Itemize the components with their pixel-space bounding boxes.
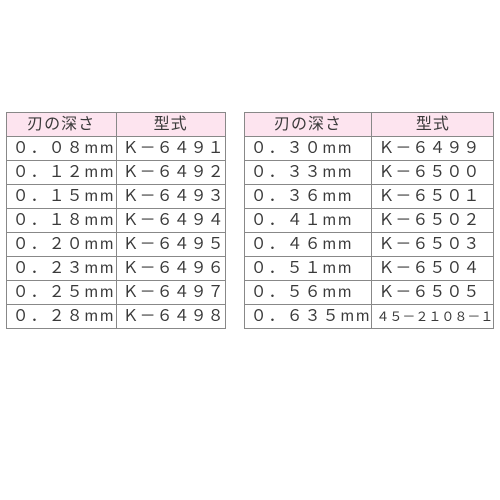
table-row: ０．１５mmＫ－６４９３: [6, 185, 225, 209]
cell-depth: ０．２３mm: [6, 257, 116, 281]
right-table: 刃の深さ 型式 ０．３０mmＫ－６４９９ ０．３３mmＫ－６５００ ０．３６mm…: [244, 112, 495, 329]
table-header-row: 刃の深さ 型式: [6, 113, 225, 137]
cell-model: Ｋ－６５０４: [372, 257, 494, 281]
table-row: ０．２８mmＫ－６４９８: [6, 305, 225, 329]
cell-model: Ｋ－６４９４: [116, 209, 225, 233]
cell-model: Ｋ－６５００: [372, 161, 494, 185]
table-row: ０．１８mmＫ－６４９４: [6, 209, 225, 233]
cell-model: Ｋ－６４９９: [372, 137, 494, 161]
cell-depth: ０．３６mm: [244, 185, 372, 209]
cell-depth: ０．３０mm: [244, 137, 372, 161]
cell-depth: ０．２５mm: [6, 281, 116, 305]
table-row: ０．５６mmＫ－６５０５: [244, 281, 494, 305]
table-row: ０．２３mmＫ－６４９６: [6, 257, 225, 281]
table-row: ０．０８mmＫ－６４９１: [6, 137, 225, 161]
cell-model: Ｋ－６４９５: [116, 233, 225, 257]
cell-depth: ０．６３５mm: [244, 305, 372, 329]
cell-depth: ０．５１mm: [244, 257, 372, 281]
table-row: ０．３３mmＫ－６５００: [244, 161, 494, 185]
header-model: 型式: [372, 113, 494, 137]
header-model: 型式: [116, 113, 225, 137]
cell-depth: ０．２８mm: [6, 305, 116, 329]
cell-model: Ｋ－６４９２: [116, 161, 225, 185]
cell-model: Ｋ－６５０５: [372, 281, 494, 305]
cell-model: Ｋ－６４９３: [116, 185, 225, 209]
cell-model: ４５－２１０８－１: [372, 305, 494, 329]
table-row: ０．５１mmＫ－６５０４: [244, 257, 494, 281]
table-row: ０．６３５mm４５－２１０８－１: [244, 305, 494, 329]
cell-depth: ０．２０mm: [6, 233, 116, 257]
cell-model: Ｋ－６４９１: [116, 137, 225, 161]
cell-depth: ０．４６mm: [244, 233, 372, 257]
cell-depth: ０．０８mm: [6, 137, 116, 161]
header-depth: 刃の深さ: [6, 113, 116, 137]
cell-depth: ０．１２mm: [6, 161, 116, 185]
table-row: ０．１２mmＫ－６４９２: [6, 161, 225, 185]
cell-model: Ｋ－６５０２: [372, 209, 494, 233]
table-row: ０．２０mmＫ－６４９５: [6, 233, 225, 257]
table-row: ０．２５mmＫ－６４９７: [6, 281, 225, 305]
cell-depth: ０．４１mm: [244, 209, 372, 233]
cell-model: Ｋ－６４９８: [116, 305, 225, 329]
cell-model: Ｋ－６４９６: [116, 257, 225, 281]
header-depth: 刃の深さ: [244, 113, 372, 137]
table-row: ０．３６mmＫ－６５０１: [244, 185, 494, 209]
table-row: ０．４６mmＫ－６５０３: [244, 233, 494, 257]
table-header-row: 刃の深さ 型式: [244, 113, 494, 137]
table-row: ０．３０mmＫ－６４９９: [244, 137, 494, 161]
tables-container: 刃の深さ 型式 ０．０８mmＫ－６４９１ ０．１２mmＫ－６４９２ ０．１５mm…: [0, 0, 500, 500]
cell-depth: ０．５６mm: [244, 281, 372, 305]
left-table: 刃の深さ 型式 ０．０８mmＫ－６４９１ ０．１２mmＫ－６４９２ ０．１５mm…: [6, 112, 226, 329]
cell-model: Ｋ－６５０３: [372, 233, 494, 257]
cell-depth: ０．３３mm: [244, 161, 372, 185]
cell-model: Ｋ－６４９７: [116, 281, 225, 305]
table-row: ０．４１mmＫ－６５０２: [244, 209, 494, 233]
cell-depth: ０．１５mm: [6, 185, 116, 209]
cell-model: Ｋ－６５０１: [372, 185, 494, 209]
cell-depth: ０．１８mm: [6, 209, 116, 233]
